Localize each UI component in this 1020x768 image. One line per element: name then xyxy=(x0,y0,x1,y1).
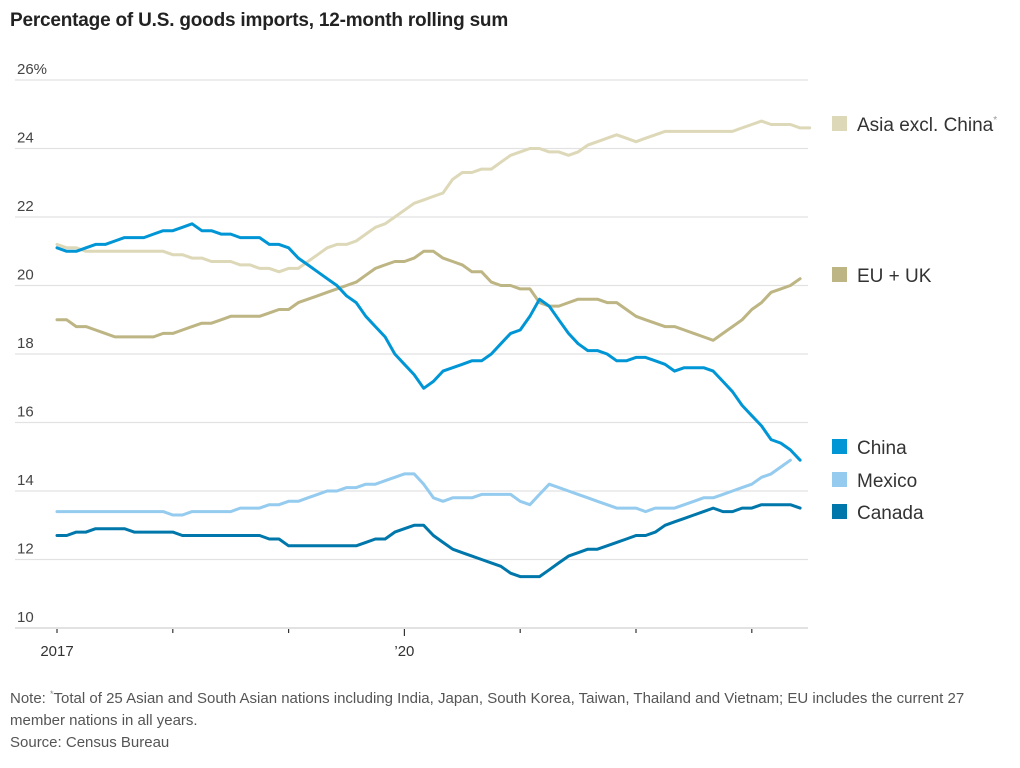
footnote-marker: * xyxy=(993,115,997,126)
series-line-canada xyxy=(55,503,802,579)
legend-item: China xyxy=(832,438,907,459)
note-prefix: Note: xyxy=(10,690,51,707)
legend-swatch xyxy=(832,116,847,131)
x-tick-label: ’20 xyxy=(394,643,414,660)
line-chart: 10 12 14 16 18 20 22 24 26% 2017 ’20 Asia excl. C… xyxy=(15,61,997,660)
legend-swatch xyxy=(832,504,847,519)
legend-item: Canada xyxy=(832,503,924,524)
y-tick-label: 10 xyxy=(17,609,34,626)
legend-label: EU + UK xyxy=(857,266,932,287)
chart-note: Note: *Total of 25 Asian and South Asian… xyxy=(10,683,1010,754)
y-tick-label: 16 xyxy=(17,404,34,421)
series-lines xyxy=(55,119,812,579)
legend-swatch xyxy=(832,439,847,454)
y-tick-label: 26% xyxy=(17,61,47,78)
series-line-asia-excl-china xyxy=(55,119,812,274)
x-tick-label: 2017 xyxy=(40,643,73,660)
source-line: Source: Census Bureau xyxy=(10,734,170,751)
gridlines xyxy=(15,79,808,629)
y-tick-label: 18 xyxy=(17,335,34,352)
legend-item: Mexico xyxy=(832,471,917,492)
legend-label: Asia excl. China* xyxy=(857,115,997,136)
series-line-china xyxy=(55,222,802,462)
y-axis-ticks: 10 12 14 16 18 20 22 24 26% xyxy=(17,61,47,626)
series-line-mexico xyxy=(55,458,792,517)
legend-swatch xyxy=(832,267,847,282)
legend-item: EU + UK xyxy=(832,266,932,287)
x-axis: 2017 ’20 xyxy=(40,629,753,660)
y-tick-label: 22 xyxy=(17,198,34,215)
legend-swatch xyxy=(832,472,847,487)
y-tick-label: 20 xyxy=(17,267,34,284)
y-tick-label: 12 xyxy=(17,541,34,558)
chart-title: Percentage of U.S. goods imports, 12-mon… xyxy=(10,10,509,31)
legend-item: Asia excl. China* xyxy=(832,115,997,136)
legend-label: China xyxy=(857,438,907,459)
legend: Asia excl. China* EU + UK China Mexico Canad… xyxy=(832,115,997,524)
footnote: Note: *Total of 25 Asian and South Asian… xyxy=(10,683,1010,732)
note-text: Total of 25 Asian and South Asian nation… xyxy=(10,690,965,729)
y-tick-label: 24 xyxy=(17,130,34,147)
y-tick-label: 14 xyxy=(17,472,34,489)
note-star: * xyxy=(50,689,54,699)
series-line-eu-uk xyxy=(55,249,802,342)
legend-label: Canada xyxy=(857,503,924,524)
legend-label: Mexico xyxy=(857,471,917,492)
